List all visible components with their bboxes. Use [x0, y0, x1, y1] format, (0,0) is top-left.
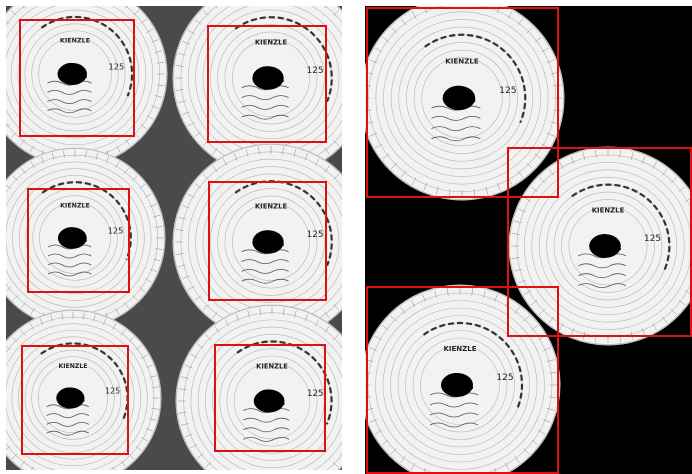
disc-number-label: 125 [307, 230, 324, 240]
disc-number-label: 125 [496, 373, 513, 383]
disc-highlight-box [366, 286, 559, 474]
disc-number-label: 125 [109, 61, 125, 71]
tachograph-disc: KIENZLE 125 [172, 6, 342, 177]
tachograph-extracted-image: KIENZLE 125 KIENZLE 125 KIENZLE 125 [365, 6, 692, 474]
tachograph-scan-image: KIENZLE 125 KIENZLE 125 KIENZLE 125 KIENZLE 125… [6, 6, 342, 470]
disc-brand-label: KIENZLE [255, 203, 288, 211]
tachograph-disc: KIENZLE 125 [6, 147, 166, 329]
tachograph-disc: KIENZLE 125 [508, 146, 692, 346]
tachograph-disc: KIENZLE 125 [175, 304, 342, 470]
disc-highlight-box [507, 147, 692, 337]
disc-brand-label: KIENZLE [60, 202, 90, 209]
tachograph-scan-grid: KIENZLE 125 KIENZLE 125 KIENZLE 125 KIENZLE 125… [6, 6, 342, 470]
disc-highlight-box [207, 25, 327, 143]
disc-highlight-box [27, 188, 130, 293]
disc-brand-label: KIENZLE [445, 56, 479, 65]
disc-brand-label: KIENZLE [255, 39, 288, 47]
disc-number-label: 125 [499, 85, 517, 96]
tachograph-disc: KIENZLE 125 [365, 284, 561, 474]
disc-highlight-box [21, 345, 129, 455]
disc-number-label: 125 [108, 226, 123, 236]
disc-number-label: 125 [307, 389, 323, 399]
disc-highlight-box [214, 344, 326, 452]
tachograph-disc: KIENZLE 125 [365, 6, 565, 201]
disc-brand-label: KIENZLE [60, 37, 90, 45]
disc-brand-label: KIENZLE [256, 362, 288, 370]
disc-brand-label: KIENZLE [444, 345, 477, 353]
disc-number-label: 125 [644, 234, 661, 244]
tachograph-disc: KIENZLE 125 [6, 309, 162, 470]
disc-number-label: 125 [307, 66, 324, 76]
disc-highlight-box [366, 7, 559, 198]
disc-highlight-box [208, 181, 327, 301]
tachograph-disc: KIENZLE 125 [6, 6, 168, 167]
disc-brand-label: KIENZLE [58, 363, 87, 370]
disc-brand-label: KIENZLE [592, 206, 625, 214]
tachograph-extracted-discs: KIENZLE 125 KIENZLE 125 KIENZLE 125 [365, 6, 692, 474]
disc-number-label: 125 [105, 387, 120, 396]
disc-highlight-box [19, 19, 135, 137]
